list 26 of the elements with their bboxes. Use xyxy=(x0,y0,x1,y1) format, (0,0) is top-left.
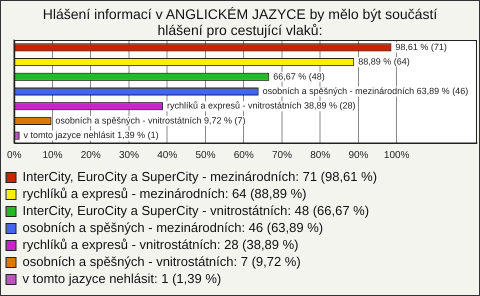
legend-label: rychlíků a expresů - vnitrostátních: 28 (38,89 %) xyxy=(22,237,299,252)
x-tick-label: 30% xyxy=(118,150,140,161)
data-label: v tomto jazyce nehlásit 1,39 % (1) xyxy=(24,130,159,140)
data-label: rychlíků a expresů - vnitrostátních 38,89 % (28) xyxy=(166,100,356,111)
x-tick-label: 70% xyxy=(272,150,292,161)
legend-label: InterCity, EuroCity a SuperCity - vnitrostátních: 48 (66,67 %) xyxy=(22,203,370,218)
x-tick-label: 40% xyxy=(157,150,178,161)
legend-label: InterCity, EuroCity a SuperCity - mezinárodních: 71 (98,61 %) xyxy=(22,169,378,184)
x-tick-label: 10% xyxy=(42,150,63,161)
x-tick-label: 60% xyxy=(234,150,254,161)
x-tick-label: 80% xyxy=(310,150,330,161)
legend-label: osobních a spěšných - vnitrostátních: 7 (9,72 %) xyxy=(22,254,301,270)
legend-label: v tomto jazyce nehlásit: 1 (1,39 %) xyxy=(22,271,222,286)
data-label: 98,61 % (71) xyxy=(395,42,447,52)
x-tick-label: 20% xyxy=(80,150,101,161)
x-tick-label: 90% xyxy=(348,150,369,161)
legend-label: osobních a spěšných - mezinárodních: 46 (63,89 %) xyxy=(22,220,324,236)
data-label: osobních a spěšných - vnitrostátních 9,72 % (7) xyxy=(55,115,246,126)
data-label: osobních a spěšných - mezinárodních 63,89 % (46) xyxy=(262,86,468,96)
chart-title: Hlášení informací v ANGLICKÉM JAZYCE by mělo být součástí hlášení pro cestující vlaků: xyxy=(42,6,438,38)
data-label: 88,89 % (64) xyxy=(358,56,410,67)
data-label: 66,67 % (48) xyxy=(273,71,325,82)
x-tick-label: 50% xyxy=(195,150,216,161)
x-tick-label: 0% xyxy=(7,150,22,161)
legend-label: rychlíků a expresů - mezinárodních: 64 (88,89 %) xyxy=(22,186,306,202)
x-tick-label: 100% xyxy=(384,150,410,161)
